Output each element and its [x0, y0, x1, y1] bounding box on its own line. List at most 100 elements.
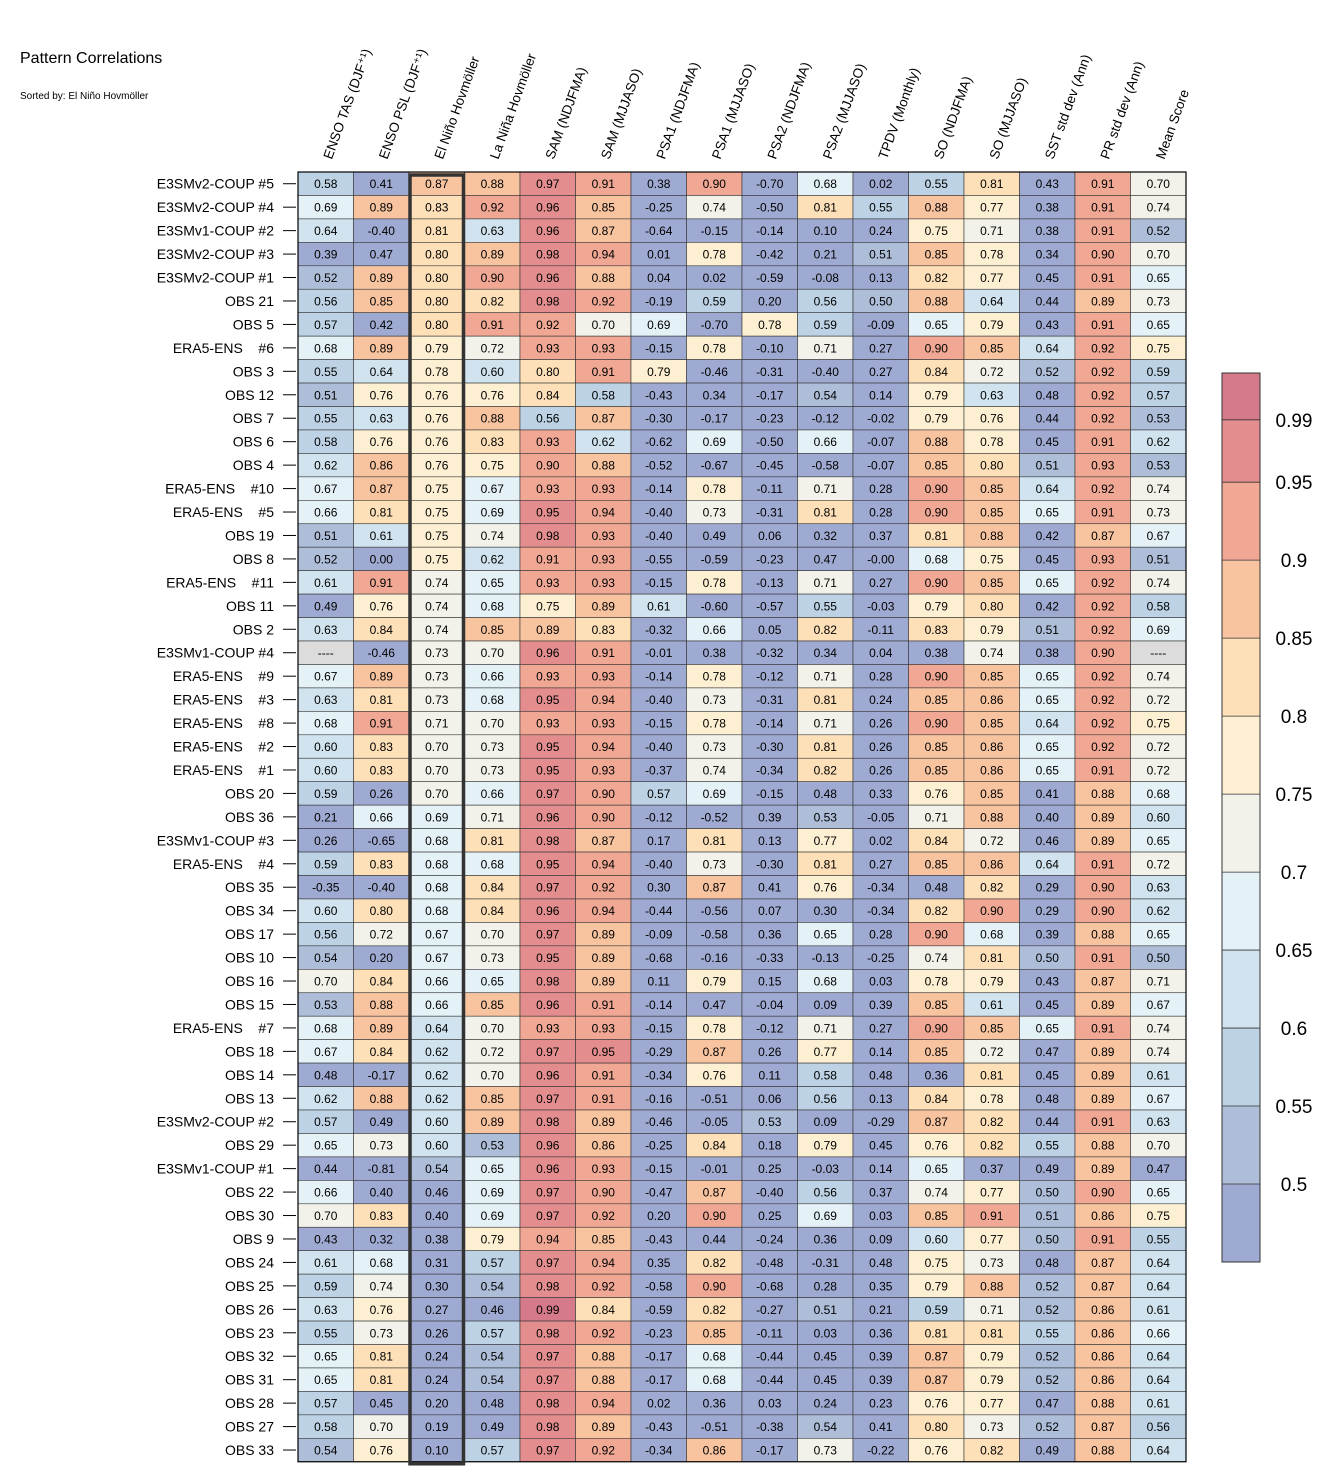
cell-value: -0.22 [867, 1444, 895, 1458]
cell-value: 0.91 [1091, 1232, 1115, 1246]
cell-value: 0.70 [425, 763, 449, 777]
cell-value: 0.89 [1091, 1068, 1115, 1082]
cell-value: 0.03 [869, 1209, 893, 1223]
cell-value: 0.78 [703, 482, 727, 496]
cell-value: 0.69 [1147, 623, 1171, 637]
cell-value: 0.93 [1091, 552, 1115, 566]
cell-value: 0.79 [814, 1139, 838, 1153]
cell-value: -0.47 [645, 1186, 673, 1200]
cell-value: 0.56 [314, 928, 338, 942]
cell-value: 0.73 [370, 1326, 394, 1340]
cell-value: -0.14 [645, 670, 673, 684]
colorbar-segment [1222, 419, 1260, 483]
cell-value: 0.52 [1036, 1279, 1060, 1293]
cell-value: 0.63 [314, 1303, 338, 1317]
cell-value: 0.67 [481, 482, 505, 496]
cell-value: 0.76 [925, 1139, 949, 1153]
cell-value: 0.79 [481, 1232, 505, 1246]
cell-value: 0.91 [1091, 1115, 1115, 1129]
cell-value: 0.26 [425, 1326, 449, 1340]
cell-value: 0.15 [758, 975, 782, 989]
cell-value: -0.10 [756, 341, 784, 355]
cell-value: 0.85 [481, 1092, 505, 1106]
cell-value: -0.03 [812, 1162, 840, 1176]
cell-value: 0.74 [1147, 670, 1171, 684]
cell-value: 0.27 [425, 1303, 449, 1317]
cell-value: 0.93 [536, 717, 560, 731]
cell-value: 0.72 [980, 1045, 1004, 1059]
cell-value: 0.92 [592, 1326, 616, 1340]
cell-value: 0.85 [370, 294, 394, 308]
cell-value: 0.65 [1036, 693, 1060, 707]
cell-value: 0.73 [1147, 294, 1171, 308]
cell-value: 0.97 [536, 1186, 560, 1200]
cell-value: 0.70 [592, 318, 616, 332]
cell-value: 0.35 [647, 1256, 671, 1270]
cell-value: 0.94 [536, 1232, 560, 1246]
cell-value: 0.89 [1091, 294, 1115, 308]
cell-value: 0.80 [370, 904, 394, 918]
cell-value: 0.73 [703, 857, 727, 871]
cell-value: 0.88 [1091, 787, 1115, 801]
cell-value: 0.96 [536, 224, 560, 238]
cell-value: 0.89 [1091, 1045, 1115, 1059]
colorbar-tick-label: 0.6 [1281, 1019, 1307, 1040]
cell-value: -0.17 [645, 1373, 673, 1387]
cell-value: 0.51 [314, 388, 338, 402]
row-label: OBS 30 [225, 1208, 274, 1224]
cell-value: 0.28 [814, 1279, 838, 1293]
cell-value: 0.74 [425, 623, 449, 637]
row-label: OBS 5 [233, 316, 274, 332]
row-label: OBS 11 [226, 598, 274, 614]
cell-value: 0.86 [1091, 1326, 1115, 1340]
cell-value: 0.00 [370, 552, 394, 566]
cell-value: 0.21 [869, 1303, 893, 1317]
cell-value: 0.65 [314, 1139, 338, 1153]
cell-value: 0.51 [869, 248, 893, 262]
cell-value: -0.25 [867, 951, 895, 965]
cell-value: 0.66 [1147, 1326, 1171, 1340]
cell-value: 0.81 [980, 1068, 1004, 1082]
cell-value: 0.76 [370, 1303, 394, 1317]
cell-value: -0.14 [645, 998, 673, 1012]
cell-value: 0.26 [869, 763, 893, 777]
cell-value: 0.36 [869, 1326, 893, 1340]
cell-value: 0.81 [370, 506, 394, 520]
cell-value: 0.67 [1147, 998, 1171, 1012]
cell-value: 0.51 [1036, 1209, 1060, 1223]
cell-value: 0.82 [980, 1444, 1004, 1458]
cell-value: 0.75 [481, 459, 505, 473]
cell-value: -0.44 [756, 1350, 784, 1364]
cell-value: 0.88 [370, 1092, 394, 1106]
cell-value: 0.69 [703, 787, 727, 801]
cell-value: 0.89 [536, 623, 560, 637]
cell-value: 0.96 [536, 904, 560, 918]
cell-value: 0.65 [925, 318, 949, 332]
cell-value: 0.64 [1147, 1373, 1171, 1387]
colorbar-tick-label: 0.8 [1281, 707, 1307, 728]
cell-value: 0.78 [703, 670, 727, 684]
cell-value: 0.64 [314, 224, 338, 238]
cell-value: 0.72 [370, 928, 394, 942]
cell-value: 0.85 [980, 506, 1004, 520]
row-label: ERA5-ENS #1 [173, 762, 274, 778]
row-label: ERA5-ENS #5 [173, 504, 274, 520]
cell-value: 0.85 [592, 1232, 616, 1246]
cell-value: 0.85 [925, 740, 949, 754]
cell-value: 0.49 [370, 1115, 394, 1129]
cell-value: 0.92 [1091, 623, 1115, 637]
cell-value: 0.71 [481, 810, 505, 824]
cell-value: 0.52 [1036, 1303, 1060, 1317]
cell-value: 0.82 [980, 1115, 1004, 1129]
cell-value: 0.91 [592, 365, 616, 379]
cell-value: 0.88 [592, 271, 616, 285]
cell-value: 0.66 [314, 1186, 338, 1200]
cell-value: -0.32 [645, 623, 673, 637]
cell-value: 0.85 [925, 1209, 949, 1223]
cell-value: 0.68 [481, 693, 505, 707]
cell-value: -0.34 [756, 763, 784, 777]
cell-value: 0.42 [1036, 599, 1060, 613]
cell-value: 0.58 [314, 435, 338, 449]
cell-value: 0.68 [314, 1021, 338, 1035]
cell-value: 0.56 [1147, 1420, 1171, 1434]
